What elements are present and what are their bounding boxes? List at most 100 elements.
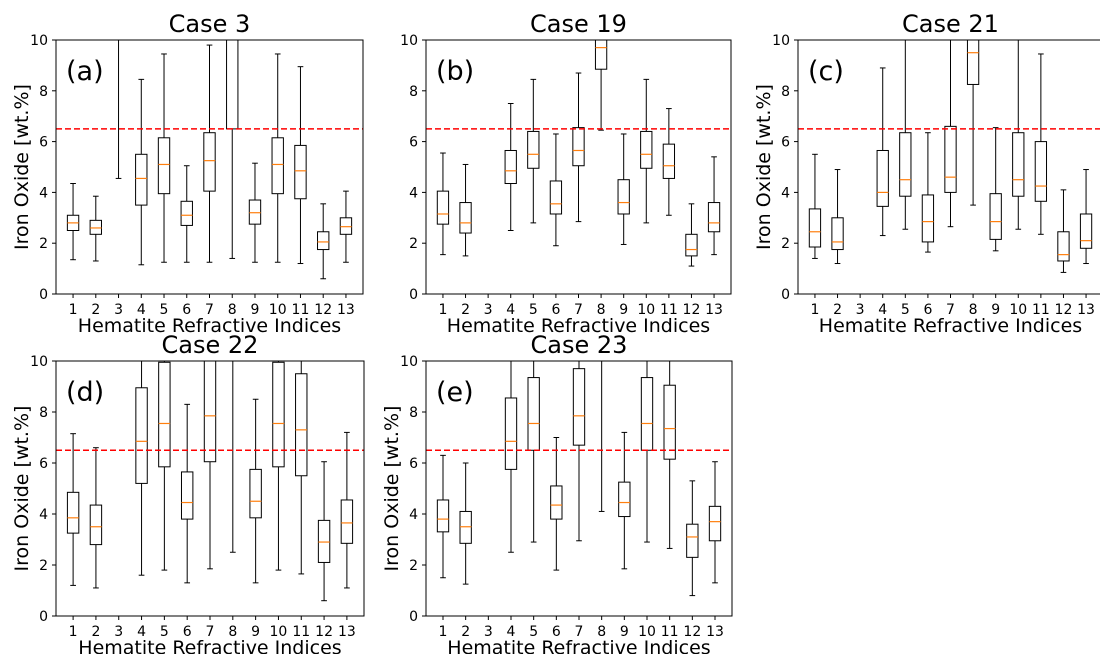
y-tick-label: 8 [39,84,48,100]
box-9 [248,162,262,263]
box-iqr [157,137,171,195]
box-iqr [459,510,472,544]
box-6 [180,403,194,584]
x-tick-label: 12 [1055,302,1073,318]
y-tick-label: 8 [39,405,48,421]
box-iqr [203,361,217,463]
x-tick-label: 8 [597,624,606,640]
box-1 [436,454,450,579]
y-tick-label: 4 [39,507,48,523]
x-tick-label: 8 [597,302,606,318]
box-iqr [436,190,450,225]
x-tick-label: 13 [338,624,356,640]
y-tick-label: 2 [39,558,48,574]
box-iqr [686,523,699,558]
y-tick-label: 4 [39,185,48,201]
box-iqr [640,377,654,451]
x-tick-label: 8 [969,302,978,318]
box-11 [1034,53,1048,235]
box-iqr [617,179,630,215]
box-iqr [550,485,563,520]
box-iqr [572,368,586,446]
box-10 [640,78,653,224]
x-tick-label: 4 [506,302,515,318]
x-axis-label: Hematite Refractive Indices [447,637,710,654]
box-13 [707,156,721,256]
box-13 [339,190,353,263]
x-tick-label: 13 [1077,302,1095,318]
box-13 [708,461,722,584]
chart-title: Case 21 [902,10,999,38]
x-tick-label: 2 [91,302,100,318]
box-8 [598,361,605,512]
y-tick-label: 0 [409,287,418,303]
box-iqr [339,217,353,235]
box-10 [272,361,285,571]
y-tick-label: 2 [409,558,418,574]
x-tick-label: 5 [529,624,538,640]
box-2 [89,195,102,262]
box-iqr [944,125,957,193]
box-iqr [1012,132,1025,197]
box-2 [831,169,844,265]
x-tick-label: 11 [661,624,679,640]
box-10 [271,53,284,263]
panel-label: (c) [808,56,844,87]
box-7 [572,361,586,542]
box-7 [944,40,957,228]
box-12 [1057,189,1070,273]
box-4 [876,67,889,237]
box-5 [899,40,912,230]
box-iqr [66,491,80,534]
x-tick-label: 4 [137,624,146,640]
x-tick-label: 7 [206,624,215,640]
y-tick-label: 10 [400,33,418,49]
x-tick-label: 7 [575,624,584,640]
x-tick-label: 4 [507,624,516,640]
x-tick-label: 1 [438,302,447,318]
y-tick-label: 4 [409,185,418,201]
box-11 [663,361,676,549]
box-iqr [708,505,722,542]
x-axis-label: Hematite Refractive Indices [447,315,710,337]
box-12 [317,461,331,602]
x-tick-label: 11 [292,624,310,640]
box-iqr [180,471,194,520]
box-3 [113,2,124,179]
x-tick-label: 1 [439,624,448,640]
box-1 [436,152,450,256]
y-tick-label: 6 [781,135,790,151]
y-tick-label: 0 [409,609,418,625]
box-9 [989,127,1002,252]
box-5 [157,53,171,263]
panel-label: (b) [436,56,474,87]
box-iqr [295,373,308,477]
x-tick-label: 2 [461,302,470,318]
y-tick-label: 6 [39,456,48,472]
x-tick-label: 3 [484,302,493,318]
x-tick-label: 6 [183,624,192,640]
y-tick-label: 10 [772,33,790,49]
box-iqr [831,217,844,251]
box-iqr [504,149,517,185]
box-iqr [180,200,193,226]
y-tick-label: 6 [409,135,418,151]
x-tick-label: 5 [901,302,910,318]
box-iqr [340,499,354,544]
x-tick-label: 6 [552,624,561,640]
x-axis-label: Hematite Refractive Indices [78,637,341,654]
y-tick-label: 10 [30,33,48,49]
box-iqr [135,387,148,484]
x-tick-label: 1 [69,624,78,640]
x-tick-label: 8 [228,302,237,318]
panel-label: (e) [436,377,474,408]
box-iqr [618,481,631,518]
box-iqr [113,2,124,27]
chart-title: Case 23 [531,331,628,359]
x-tick-label: 10 [637,302,655,318]
box-1 [66,183,80,261]
